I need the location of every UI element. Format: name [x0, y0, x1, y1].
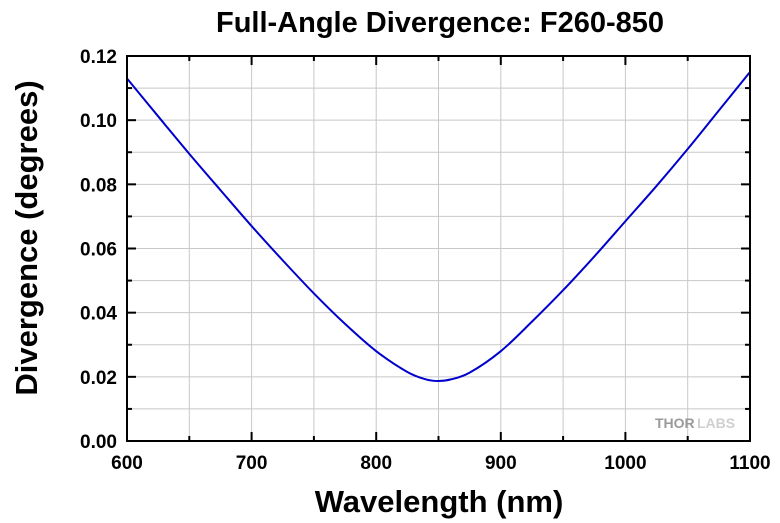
series-layer	[126, 71, 751, 383]
x-tick-label: 800	[360, 453, 392, 474]
thorlabs-logo: THOR LABS	[655, 415, 735, 431]
y-axis: 0.00 0.02 0.04 0.06 0.08 0.10 0.12	[80, 47, 750, 453]
x-tick-label: 600	[111, 453, 143, 474]
y-axis-label: Divergence (degrees)	[9, 80, 44, 395]
y-tick-label: 0.08	[80, 175, 117, 196]
y-tick-label: 0.04	[80, 304, 117, 325]
grid	[126, 55, 751, 442]
logo-text-dark: THOR	[655, 415, 695, 431]
logo-text-light: LABS	[697, 415, 735, 431]
chart-title: Full-Angle Divergence: F260-850	[216, 7, 664, 39]
x-axis: 600 700 800 900 1000 1100	[111, 56, 771, 474]
x-tick-label: 900	[485, 453, 517, 474]
x-tick-label: 1100	[729, 453, 770, 474]
y-tick-label: 0.12	[80, 47, 117, 68]
y-tick-label: 0.06	[80, 240, 117, 261]
x-tick-label: 700	[236, 453, 268, 474]
x-tick-label: 1000	[604, 453, 646, 474]
y-tick-label: 0.00	[80, 432, 117, 453]
series-line	[126, 71, 751, 383]
y-tick-label: 0.02	[80, 368, 117, 389]
x-axis-label: Wavelength (nm)	[315, 484, 564, 519]
y-tick-label: 0.10	[80, 111, 117, 132]
